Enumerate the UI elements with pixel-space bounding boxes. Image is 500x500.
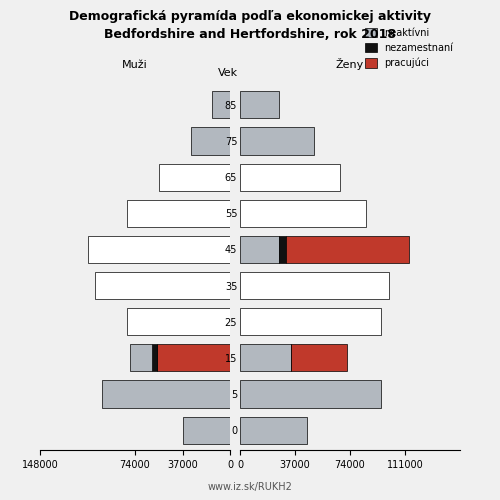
Bar xyxy=(240,128,314,154)
Bar xyxy=(128,308,230,336)
Text: Ženy: Ženy xyxy=(336,58,364,70)
Text: www.iz.sk/RUKH2: www.iz.sk/RUKH2 xyxy=(208,482,292,492)
Bar xyxy=(240,344,290,372)
Text: Bedfordshire and Hertfordshire, rok 2018: Bedfordshire and Hertfordshire, rok 2018 xyxy=(104,28,396,40)
Legend: neaktívni, nezamestnaní, pracujúci: neaktívni, nezamestnaní, pracujúci xyxy=(361,24,458,72)
Bar xyxy=(290,344,347,372)
Bar xyxy=(278,236,286,263)
Text: Vek: Vek xyxy=(218,68,238,78)
Bar xyxy=(240,308,381,336)
Bar xyxy=(240,416,307,444)
Bar xyxy=(130,344,152,372)
Bar xyxy=(192,128,230,154)
Bar xyxy=(212,92,230,118)
Bar xyxy=(240,272,388,299)
Bar xyxy=(160,164,230,190)
Bar xyxy=(240,92,279,118)
Bar xyxy=(182,416,230,444)
Bar xyxy=(102,380,230,407)
Bar xyxy=(240,200,366,227)
Bar xyxy=(240,164,340,190)
Bar xyxy=(157,344,230,372)
Bar xyxy=(152,344,157,372)
Bar xyxy=(286,236,410,263)
Bar xyxy=(128,200,230,227)
Bar xyxy=(240,380,381,407)
Bar xyxy=(95,272,230,299)
Text: Muži: Muži xyxy=(122,60,148,70)
Text: Demografická pyramída podľa ekonomickej aktivity: Demografická pyramída podľa ekonomickej … xyxy=(69,10,431,23)
Bar xyxy=(240,236,279,263)
Bar xyxy=(88,236,230,263)
